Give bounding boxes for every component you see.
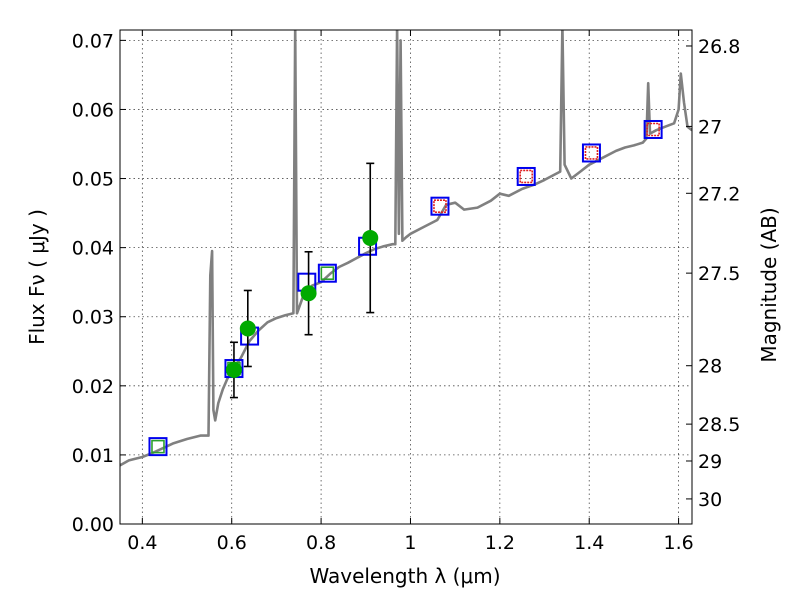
y-tick-label: 0.05 — [72, 169, 114, 191]
inner-square-green — [320, 266, 335, 281]
right-tick-label: 28.5 — [698, 414, 740, 436]
model-point — [643, 119, 663, 139]
plot-content — [120, 30, 692, 467]
y-tick-label: 0.04 — [72, 238, 114, 260]
y-tick-label: 0.03 — [72, 307, 114, 329]
y-tick-label: 0.00 — [72, 514, 114, 536]
model-square — [643, 119, 663, 139]
grid-lines — [120, 30, 692, 524]
x-tick-label: 0.8 — [306, 532, 336, 554]
right-tick-label: 28 — [698, 356, 722, 378]
plot-frame — [119, 29, 693, 525]
y-tick-label: 0.02 — [72, 376, 114, 398]
observed-point — [239, 289, 256, 368]
observed-marker — [362, 229, 379, 246]
inner-square-red — [584, 146, 599, 160]
observed-point — [362, 162, 379, 314]
observed-point — [300, 250, 317, 336]
axis-ticks: 0.4 0.6 0.8 1 1.2 1.4 1.6 0.00 0.01 0.02 0.03 0.04 0… — [72, 30, 740, 554]
right-tick-label: 27.5 — [698, 263, 740, 285]
observed-marker — [225, 361, 242, 378]
spectrum-line — [120, 30, 692, 467]
y-tick-label: 0.07 — [72, 30, 114, 52]
model-square — [516, 166, 536, 186]
y-tick-label: 0.06 — [72, 99, 114, 121]
model-point — [317, 263, 337, 283]
model-square — [430, 196, 450, 216]
observed-marker — [300, 285, 317, 302]
inner-square-red — [646, 122, 660, 137]
x-tick-label: 1.4 — [574, 532, 604, 554]
y-axis-title: Flux Fν ( μJy ) — [25, 209, 49, 345]
right-tick-label: 26.8 — [698, 36, 740, 58]
right-tick-label: 29 — [698, 451, 722, 473]
inner-square-red — [433, 199, 447, 213]
model-point — [430, 196, 450, 216]
right-tick-label: 30 — [698, 489, 722, 511]
model-point — [516, 166, 536, 186]
inner-square-green — [151, 439, 165, 454]
x-tick-label: 1.6 — [663, 532, 693, 554]
observed-point — [225, 341, 242, 399]
model-square — [148, 437, 168, 457]
y-tick-label: 0.01 — [72, 445, 114, 467]
x-tick-label: 0.4 — [127, 532, 157, 554]
model-point — [581, 143, 601, 163]
right-tick-label: 27.2 — [698, 183, 740, 205]
model-point — [148, 437, 168, 457]
observed-marker — [239, 320, 256, 337]
x-tick-label: 0.6 — [217, 532, 247, 554]
x-axis-title: Wavelength λ (μm) — [309, 564, 500, 588]
model-square — [581, 143, 601, 163]
right-tick-label: 27 — [698, 116, 722, 138]
x-tick-label: 1 — [404, 532, 416, 554]
right-axis-title: Magnitude (AB) — [757, 207, 781, 362]
inner-square-red — [519, 169, 534, 184]
model-square — [317, 263, 337, 283]
x-tick-label: 1.2 — [485, 532, 515, 554]
